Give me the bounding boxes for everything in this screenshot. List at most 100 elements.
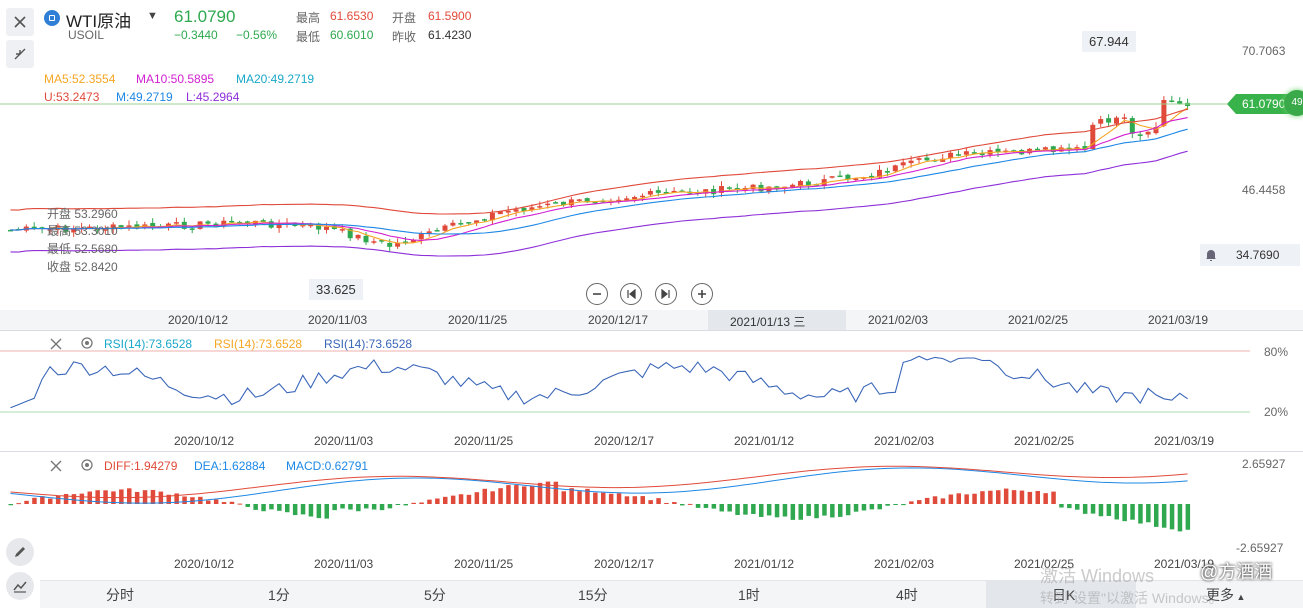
tab-timeshare[interactable]: 分时 xyxy=(106,587,134,603)
macd-bar xyxy=(822,504,827,516)
left-toolbar xyxy=(0,0,40,608)
macd-bar xyxy=(435,498,440,504)
macd-bar xyxy=(632,496,638,504)
macd-bar xyxy=(869,504,875,510)
boll-mid-legend: M:49.2719 xyxy=(116,90,173,104)
macd-bar xyxy=(166,494,171,504)
tab-5min[interactable]: 5分 xyxy=(424,587,446,603)
collapse-icon[interactable] xyxy=(6,40,34,68)
macd-bar xyxy=(1177,504,1183,532)
tab-1hour[interactable]: 1时 xyxy=(738,587,760,603)
rsi-legend-2: RSI(14):73.6528 xyxy=(214,337,303,351)
symbol-name[interactable]: WTI原油 xyxy=(66,12,132,31)
macd-bar xyxy=(340,504,345,509)
pencil-icon[interactable] xyxy=(6,538,34,566)
macd-bar xyxy=(917,500,922,504)
max-callout: 67.944 xyxy=(1082,31,1136,52)
macd-bar xyxy=(861,504,867,511)
tab-15min[interactable]: 15分 xyxy=(578,587,608,603)
macd-axis-top: 2.65927 xyxy=(1242,457,1286,471)
close-icon[interactable] xyxy=(6,8,34,36)
candle xyxy=(1042,146,1048,150)
current-price: 61.0790 xyxy=(174,7,236,26)
rsi-date-label: 2021/01/12 xyxy=(734,434,795,448)
macd-settings-icon[interactable] xyxy=(80,458,94,477)
panel-divider xyxy=(0,451,1303,452)
macd-bar xyxy=(403,504,408,506)
high-label: 最高 xyxy=(296,11,321,25)
macd-bar xyxy=(529,485,535,504)
zoom-out-button[interactable] xyxy=(586,283,608,305)
macd-bar xyxy=(40,496,45,504)
chevron-down-icon[interactable]: ▼ xyxy=(147,10,158,22)
macd-date-label: 2021/03/19 xyxy=(1154,557,1215,571)
bell-icon[interactable] xyxy=(1204,248,1218,267)
windows-watermark-sub: 转到"设置"以激活 Windows。 xyxy=(1040,590,1223,606)
candle xyxy=(450,219,456,227)
candle xyxy=(371,238,377,245)
macd-bar xyxy=(924,497,930,504)
macd-bar xyxy=(680,504,685,506)
macd-bar xyxy=(316,504,322,519)
macd-bar xyxy=(1169,504,1175,530)
min-callout: 33.625 xyxy=(309,279,363,300)
boll-lower-legend: L:45.2964 xyxy=(186,90,240,104)
candle xyxy=(1145,131,1151,138)
macd-bar xyxy=(901,504,906,506)
macd-bar xyxy=(988,490,993,504)
macd-date-label: 2021/02/03 xyxy=(874,557,935,571)
scroll-start-button[interactable] xyxy=(620,283,642,305)
macd-date-label: 2020/12/17 xyxy=(594,557,655,571)
macd-bar xyxy=(119,489,124,504)
candle xyxy=(260,218,266,222)
macd-bar xyxy=(16,503,21,505)
macd-bar xyxy=(229,501,235,504)
macd-bar xyxy=(798,504,803,520)
zoom-in-button[interactable] xyxy=(691,283,713,305)
rsi-legend-3: RSI(14):73.6528 xyxy=(324,337,413,351)
trend-line-icon[interactable] xyxy=(6,572,34,600)
macd-bar xyxy=(830,504,835,518)
rsi-settings-icon[interactable] xyxy=(80,336,94,355)
rsi-chart[interactable] xyxy=(0,330,1303,450)
candle xyxy=(956,150,961,157)
macd-bar xyxy=(71,494,77,504)
tab-1min[interactable]: 1分 xyxy=(268,587,290,603)
candle xyxy=(561,201,566,207)
candle xyxy=(616,196,622,204)
macd-bar xyxy=(877,504,882,510)
macd-bar xyxy=(443,496,448,504)
candle xyxy=(1177,97,1183,105)
macd-bar xyxy=(32,497,37,504)
macd-bar xyxy=(1161,504,1167,528)
candle xyxy=(837,170,843,178)
candle xyxy=(766,186,772,195)
tooltip-low: 最低 52.5680 xyxy=(47,242,118,256)
price-badge[interactable]: 49 xyxy=(1284,90,1303,116)
macd-chart[interactable] xyxy=(0,452,1303,580)
macd-bar xyxy=(695,504,701,508)
candle xyxy=(971,149,977,155)
macd-bar xyxy=(466,494,472,504)
tab-daily[interactable]: 日K xyxy=(1052,587,1076,603)
macd-bar xyxy=(782,504,788,517)
macd-bar xyxy=(1185,504,1191,530)
axis-price-low: 34.7690 xyxy=(1236,248,1280,262)
tab-more[interactable]: 更多 ▲ xyxy=(1206,587,1246,603)
macd-bar xyxy=(1130,504,1135,520)
macd-bar xyxy=(593,492,598,504)
macd-bar xyxy=(996,490,1001,504)
macd-bar xyxy=(450,495,456,504)
candle xyxy=(829,176,835,179)
macd-close-icon[interactable] xyxy=(50,459,62,477)
rsi-close-icon[interactable] xyxy=(50,337,62,355)
candle xyxy=(892,164,898,173)
macd-bar xyxy=(1154,504,1159,527)
candlestick-chart[interactable] xyxy=(0,0,1303,310)
macd-bar xyxy=(1019,490,1025,504)
macd-bar xyxy=(940,498,946,504)
macd-diff-legend: DIFF:1.94279 xyxy=(104,459,178,473)
scroll-end-button[interactable] xyxy=(655,283,677,305)
macd-date-label: 2021/02/25 xyxy=(1014,557,1075,571)
tab-4hour[interactable]: 4时 xyxy=(896,587,918,603)
